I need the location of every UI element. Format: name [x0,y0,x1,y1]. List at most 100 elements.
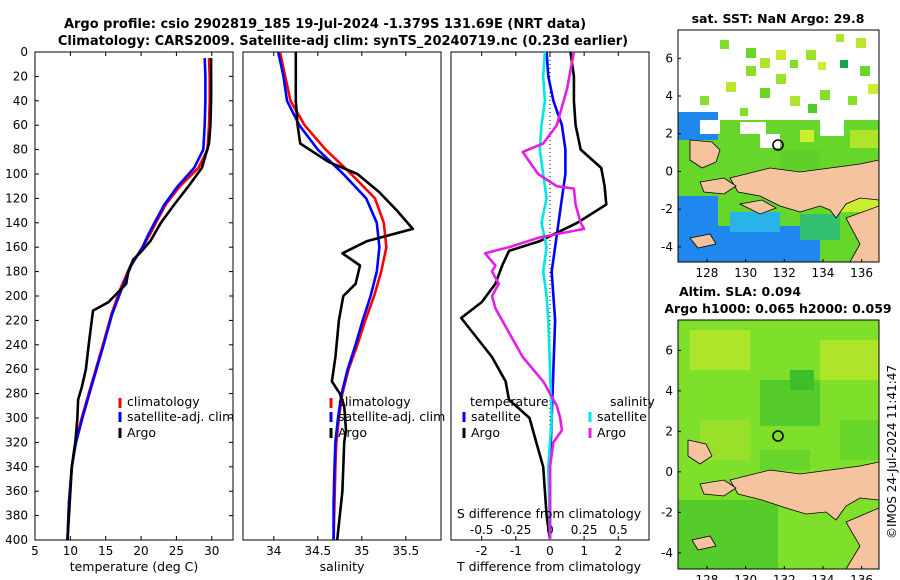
x-tick-label: 35.5 [392,544,419,558]
x-tick-label: 10 [63,544,78,558]
top-tick-label: 0.25 [571,523,598,537]
x-tick-label: 15 [98,544,113,558]
y-tick-label: 240 [5,338,28,352]
legend-sal-satellite-label: satellite [597,409,647,424]
y-tick-label: 20 [13,69,28,83]
sst-warm-patch [850,130,878,148]
x-tick-label: 1 [580,544,588,558]
sla-patch [820,340,879,380]
map-x-tick-label: 130 [734,266,757,280]
x-tick-label: 34.5 [304,544,331,558]
map-y-tick-label: 0 [665,164,673,178]
y-tick-label: 220 [5,313,28,327]
land-mass [687,439,713,465]
sst-gap [820,120,844,136]
map-y-tick-label: -4 [661,240,673,254]
temperature-plot-frame [34,51,234,541]
sst-patch [780,150,820,170]
map-y-tick-label: -2 [661,505,673,519]
y-tick-label: 160 [5,240,28,254]
x-tick-label: 34 [266,544,281,558]
land-mass [845,205,879,262]
y-tick-label: 120 [5,191,28,205]
y-tick-label: 100 [5,167,28,181]
difference-x-ticks: -2 -1 0 1 2 [476,52,622,558]
map-y-tick-label: -2 [661,202,673,216]
sst-pixel [726,82,736,92]
sla-patch [690,330,750,370]
legend-temp-satellite-label: satellite [471,409,521,424]
map-y-tick-label: 0 [665,465,673,479]
difference-panel: -2 -1 0 1 2 -0.5 -0.25 0 0.25 0.5 temperature sa… [450,51,655,574]
legend-temperature-title: temperature [470,394,549,409]
map-x-tick-label: 132 [773,573,796,580]
x-tick-label: 5 [31,544,39,558]
y-tick-label: 200 [5,289,28,303]
imos-credit: ©IMOS 24-Jul-2024 11:41:47 [885,365,899,539]
sst-pixel [856,38,866,48]
legend-satellite-clim-label: satellite-adj. clim [338,409,445,424]
sst-pixel [806,50,816,60]
sst-pixel [836,34,844,42]
sst-pixel [746,48,756,58]
sla-field [678,320,879,569]
temperature-x-label: temperature (deg C) [70,559,199,574]
x-tick-label: -1 [510,544,522,558]
map-x-tick-label: 136 [850,266,873,280]
land-mass [699,177,737,195]
land-mass [729,461,879,521]
series-line-argo [294,52,415,541]
map-x-tick-label: 128 [696,266,719,280]
land-mass [845,507,879,569]
temperature-difference-label: T difference from climatology [456,559,642,574]
y-tick-label: 320 [5,435,28,449]
sst-map-title: sat. SST: NaN Argo: 29.8 [692,11,865,26]
salinity-series [276,51,415,541]
map-x-tick-label: 134 [811,266,834,280]
salinity-x-label: salinity [320,559,365,574]
sst-pixel [790,60,798,68]
sst-pixel [820,90,830,100]
sla-patch [760,450,810,470]
map-x-tick-label: 128 [696,573,719,580]
sla-map-subtitle: Argo h1000: 0.065 h2000: 0.059 [664,301,891,316]
map-y-tick-label: 6 [665,343,673,357]
sst-pixel [808,104,817,113]
map-y-tick-label: 2 [665,127,673,141]
sla-patch [678,500,778,569]
y-tick-label: 80 [13,143,28,157]
sst-patch [800,214,840,240]
sst-pixel [720,40,729,49]
salinity-legend: climatology satellite-adj. clim Argo [329,394,445,440]
argo-location-marker [772,139,784,151]
figure-title-line2: Climatology: CARS2009. Satellite-adj cli… [58,34,628,49]
sst-map: sat. SST: NaN Argo: 29.8 [661,11,880,280]
sst-pixel [860,66,870,76]
map-y-tick-label: 2 [665,424,673,438]
sst-pixel [818,62,826,70]
map-y-tick-label: -4 [661,546,673,560]
y-tick-label: 360 [5,484,28,498]
y-tick-label: 400 [5,533,28,547]
x-tick-label: 35 [354,544,369,558]
sst-cool-patch [730,212,780,232]
sst-pixel [848,96,857,105]
y-tick-label: 300 [5,411,28,425]
x-tick-label: 0 [546,544,554,558]
legend-satellite-clim-label: satellite-adj. clim [127,409,234,424]
land-mass [729,159,879,219]
map-x-tick-label: 134 [811,573,834,580]
difference-legend: temperature satellite Argo salinity sate… [462,394,655,440]
y-tick-label: 260 [5,362,28,376]
map-x-tick-label: 136 [850,573,873,580]
y-tick-label: 140 [5,216,28,230]
map-x-tick-label: 130 [734,573,757,580]
y-tick-label: 180 [5,265,28,279]
sla-map-ticks: 128 130 132 134 136 -4 -2 0 2 4 6 [661,343,873,580]
sst-pixel [760,58,770,68]
legend-climatology-label: climatology [338,394,411,409]
top-tick-label: 0.5 [609,523,628,537]
legend-sal-argo-label: Argo [597,425,626,440]
sst-map-ticks: 128 130 132 134 136 -4 -2 0 2 4 6 [661,51,873,280]
land-mass [699,479,737,497]
